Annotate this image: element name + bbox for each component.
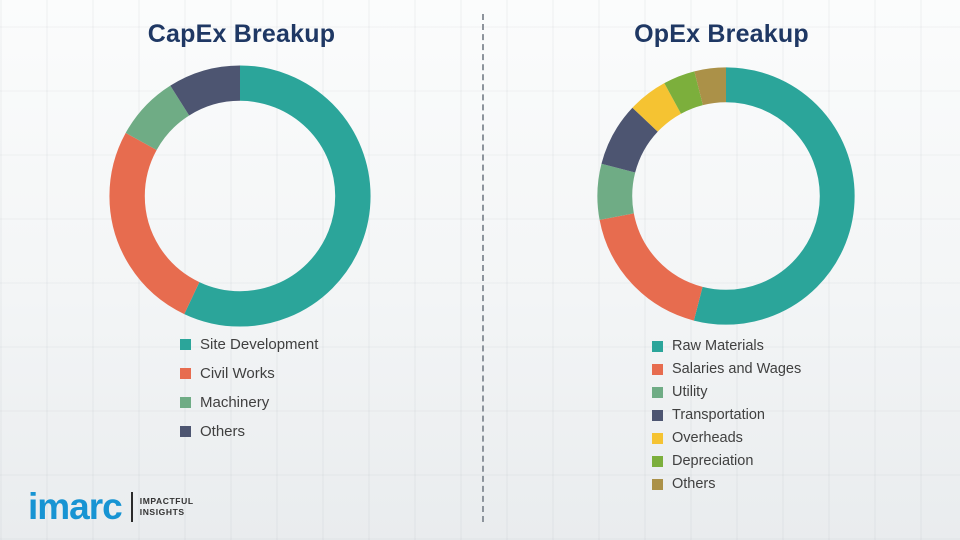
- legend-label: Depreciation: [672, 453, 754, 469]
- capex-donut-chart: [104, 60, 376, 332]
- legend-item: Transportation: [652, 407, 801, 424]
- capex-legend: Site Development Civil Works Machinery O…: [180, 336, 318, 452]
- opex-legend: Raw Materials Salaries and Wages Utility…: [652, 338, 801, 499]
- legend-label: Machinery: [200, 394, 270, 411]
- legend-swatch-site-development: [180, 339, 191, 350]
- legend-swatch-machinery: [180, 397, 191, 408]
- capex-chart-title: CapEx Breakup: [147, 20, 336, 48]
- legend-item: Machinery: [180, 394, 318, 411]
- donut-segment-utility: [597, 67, 855, 325]
- imarc-logo: imarc IMPACTFUL INSIGHTS: [28, 486, 194, 527]
- legend-label: Others: [672, 476, 716, 492]
- donut-segment-others: [597, 67, 855, 325]
- legend-label: Others: [200, 423, 246, 440]
- legend-item: Raw Materials: [652, 338, 801, 355]
- legend-label: Raw Materials: [672, 338, 764, 354]
- legend-label: Transportation: [672, 407, 765, 423]
- opex-donut-svg: [597, 67, 855, 325]
- logo-tagline-line2: INSIGHTS: [139, 507, 185, 517]
- capex-donut-svg: [109, 65, 371, 327]
- legend-swatch-overheads: [652, 433, 663, 444]
- logo-divider-bar: [130, 492, 133, 522]
- opex-donut-chart: [592, 62, 860, 330]
- legend-item: Salaries and Wages: [652, 361, 801, 378]
- legend-swatch-utility: [652, 387, 663, 398]
- legend-swatch-salaries-and-wages: [652, 364, 663, 375]
- donut-segment-civil-works: [109, 65, 371, 327]
- legend-swatch-raw-materials: [652, 341, 663, 352]
- imarc-logo-wordmark: imarc: [28, 486, 123, 527]
- legend-item: Overheads: [652, 430, 801, 447]
- logo-tagline-line1: IMPACTFUL: [139, 496, 194, 506]
- legend-swatch-transportation: [652, 410, 663, 421]
- legend-swatch-civil-works: [180, 368, 191, 379]
- legend-item: Others: [180, 423, 318, 440]
- legend-label: Civil Works: [200, 365, 275, 382]
- legend-label: Site Development: [200, 336, 319, 353]
- legend-label: Salaries and Wages: [672, 361, 802, 377]
- legend-item: Civil Works: [180, 365, 318, 382]
- logo-tagline: IMPACTFUL INSIGHTS: [140, 496, 194, 518]
- legend-label: Overheads: [672, 430, 743, 446]
- legend-swatch-others: [180, 426, 191, 437]
- legend-item: Site Development: [180, 336, 318, 353]
- legend-label: Utility: [672, 384, 708, 400]
- legend-item: Depreciation: [652, 453, 801, 470]
- legend-swatch-others: [652, 479, 663, 490]
- vertical-dashed-divider: [482, 14, 484, 522]
- legend-item: Utility: [652, 384, 801, 401]
- legend-item: Others: [652, 476, 801, 493]
- donut-segment-others: [109, 65, 371, 327]
- legend-swatch-depreciation: [652, 456, 663, 467]
- opex-chart-title: OpEx Breakup: [634, 20, 809, 48]
